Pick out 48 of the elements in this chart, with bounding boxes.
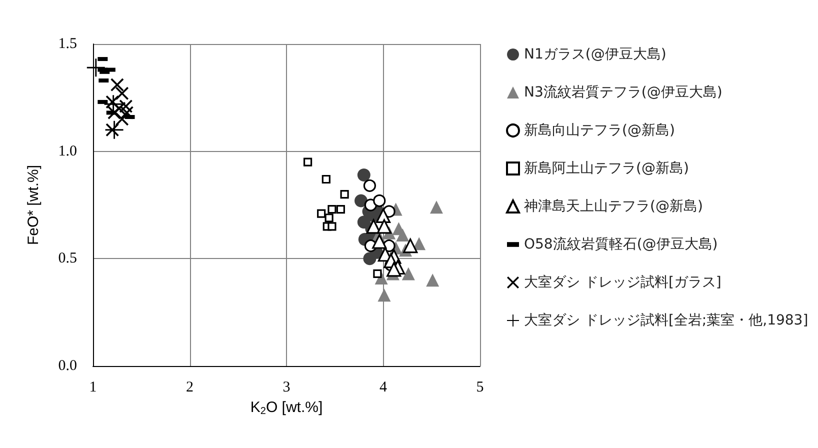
legend-label: 新島阿土山テフラ(@新島)	[524, 160, 689, 176]
x-tick-label: 5	[476, 380, 484, 396]
x-tick-label: 2	[186, 380, 194, 396]
point	[324, 214, 334, 222]
point	[402, 267, 415, 280]
point	[412, 237, 426, 250]
point	[376, 208, 391, 224]
point	[110, 78, 124, 92]
x-tick-label: 3	[282, 380, 290, 396]
point	[373, 194, 386, 208]
point	[303, 158, 312, 166]
point	[116, 112, 129, 126]
point	[340, 190, 349, 199]
point	[366, 219, 381, 234]
x-tick-label: 1	[89, 380, 97, 396]
x-tick-label: 4	[380, 380, 388, 396]
point	[373, 269, 382, 278]
legend-label: N3流紋岩質テフラ(@伊豆大島)	[524, 84, 722, 100]
point	[430, 200, 443, 214]
point	[403, 238, 418, 254]
point	[386, 262, 402, 277]
point	[354, 194, 368, 208]
legend-label: 新島向山テフラ(@新島)	[524, 122, 675, 138]
point	[378, 288, 391, 302]
point	[376, 219, 392, 234]
legend-label: O58流紋岩質軽石(@伊豆大島)	[524, 236, 718, 252]
point	[372, 234, 387, 249]
point	[116, 86, 129, 100]
point	[86, 58, 105, 77]
point	[357, 168, 370, 182]
legend-label: 大室ダシ ドレッジ試料[全岩;葉室・他,1983]	[524, 312, 808, 328]
legend-label: 神津島天上山テフラ(@新島)	[524, 198, 703, 214]
point	[328, 222, 336, 231]
point	[396, 228, 410, 242]
y-axis-title: FeO* [wt.%]	[25, 164, 42, 246]
legend-label: 大室ダシ ドレッジ試料[ガラス]	[524, 274, 722, 290]
point	[105, 120, 124, 139]
y-tick-label: 1.5	[58, 36, 77, 52]
y-tick-label: 0.0	[58, 358, 77, 374]
legend-label: N1ガラス(@伊豆大島)	[524, 46, 666, 62]
point	[426, 274, 440, 287]
point	[322, 174, 330, 184]
point	[317, 209, 326, 218]
y-tick-label: 0.5	[58, 250, 77, 267]
y-tick-label: 1.0	[58, 143, 77, 160]
point	[328, 204, 336, 214]
point	[336, 204, 345, 214]
point	[363, 179, 376, 192]
